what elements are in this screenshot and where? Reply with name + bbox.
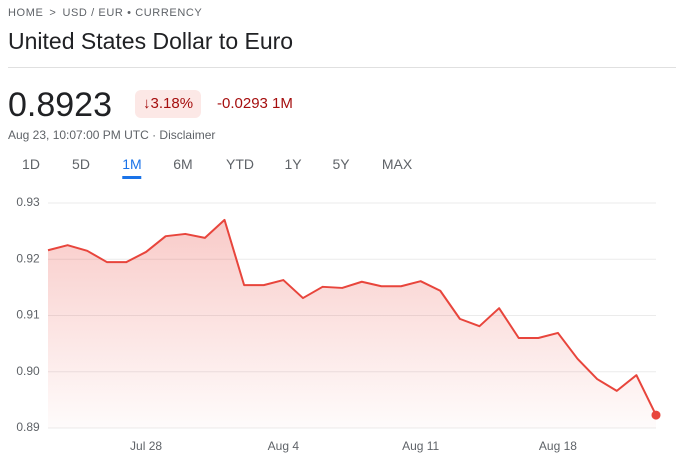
range-tab[interactable]: 1Y xyxy=(284,156,302,172)
end-point xyxy=(651,410,661,420)
range-tab[interactable]: 5D xyxy=(72,156,90,172)
y-tick-label: 0.92 xyxy=(16,251,40,265)
price: 0.8923 xyxy=(8,86,112,124)
x-tick-label: Aug 4 xyxy=(268,439,300,453)
x-tick-label: Aug 11 xyxy=(402,439,439,453)
y-tick-label: 0.89 xyxy=(16,420,40,434)
x-tick-label: Jul 28 xyxy=(130,439,162,453)
chevron: > xyxy=(49,7,57,19)
timestamp: Aug 23, 10:07:00 PM UTC xyxy=(8,128,149,142)
breadcrumb: HOME > USD / EUR • CURRENCY xyxy=(8,7,202,19)
change-badge: ↓3.18% xyxy=(135,90,202,118)
divider xyxy=(8,67,676,68)
breadcrumb-current: USD / EUR • CURRENCY xyxy=(62,7,203,19)
breadcrumb-link[interactable]: HOME xyxy=(8,7,44,19)
range-tab[interactable]: 1M xyxy=(122,156,142,179)
change-period: 1M xyxy=(272,95,293,112)
change-percent: 3.18% xyxy=(150,95,194,112)
title: United States Dollar to Euro xyxy=(8,28,294,54)
line xyxy=(47,218,657,416)
down-arrow: ↓ xyxy=(143,95,151,112)
range-tab[interactable]: 1D xyxy=(22,156,40,172)
x-tick-label: Aug 18 xyxy=(539,439,577,453)
area-fill xyxy=(48,219,656,428)
range-tab[interactable]: 6M xyxy=(173,156,193,172)
change: -0.0293 1M xyxy=(217,95,293,112)
range-tab[interactable]: MAX xyxy=(381,156,413,172)
change-value: -0.0293 xyxy=(217,95,268,112)
range-tab[interactable]: YTD xyxy=(226,156,254,172)
y-tick-label: 0.93 xyxy=(16,195,40,209)
disclaimer[interactable]: Disclaimer xyxy=(159,128,216,142)
range-tab[interactable]: 5Y xyxy=(332,156,350,172)
y-tick-label: 0.90 xyxy=(16,364,40,378)
timestamp-row: Aug 23, 10:07:00 PM UTC · Disclaimer xyxy=(8,128,216,142)
y-tick-label: 0.91 xyxy=(16,308,40,322)
